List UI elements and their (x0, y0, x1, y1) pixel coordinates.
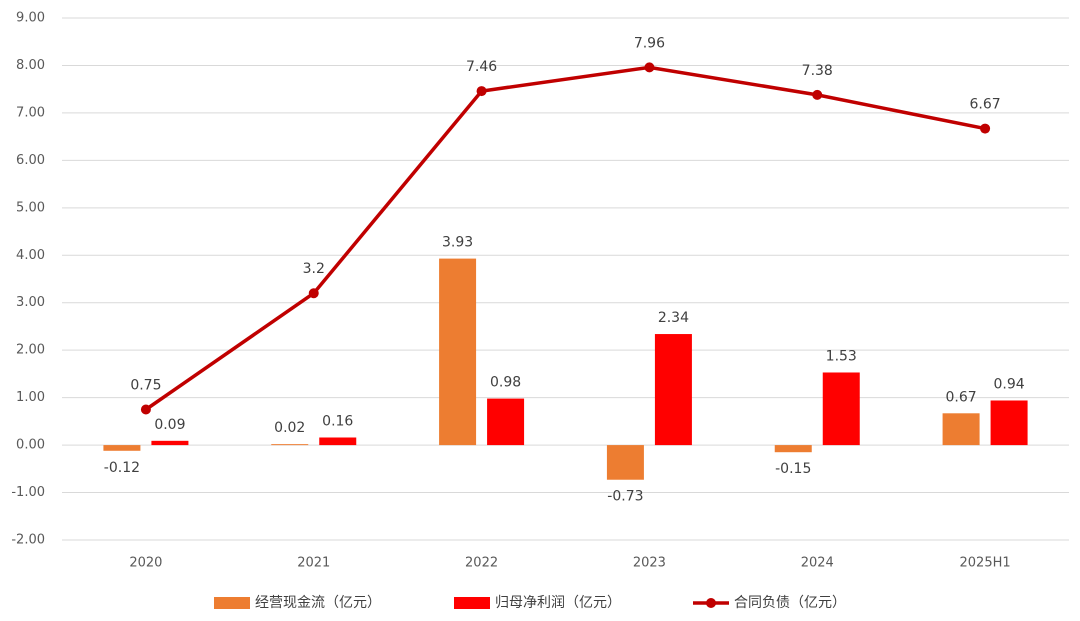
x-tick-label: 2025H1 (960, 556, 1011, 571)
bar (271, 444, 309, 446)
bar (774, 445, 812, 453)
y-tick-label: 5.00 (16, 200, 45, 215)
bar (103, 445, 141, 451)
bar (439, 258, 477, 446)
data-label: 6.67 (969, 97, 1000, 113)
data-label: 0.94 (993, 376, 1024, 392)
y-tick-label: 2.00 (16, 343, 45, 358)
x-tick-label: 2020 (129, 556, 162, 571)
legend-label: 经营现金流（亿元） (255, 595, 381, 611)
data-label: 7.38 (802, 63, 833, 79)
data-label: 7.46 (466, 59, 497, 75)
bar (942, 413, 980, 446)
data-label: 3.93 (442, 235, 473, 251)
line-marker (812, 89, 823, 100)
data-label: 0.67 (945, 389, 976, 405)
y-tick-label: 3.00 (16, 295, 45, 310)
data-label: -0.15 (775, 461, 811, 477)
data-label: -0.73 (607, 489, 643, 505)
legend-swatch (214, 597, 250, 609)
y-tick-label: 6.00 (16, 153, 45, 168)
data-label: 0.75 (130, 378, 161, 394)
y-tick-label: 4.00 (16, 248, 45, 263)
y-tick-label: 0.00 (16, 438, 45, 453)
y-tick-label: 8.00 (16, 58, 45, 73)
data-label: -0.12 (104, 460, 140, 476)
data-label: 2.34 (658, 310, 689, 326)
data-label: 3.2 (303, 261, 325, 277)
bar (606, 445, 644, 480)
data-label: 1.53 (826, 348, 857, 364)
x-tick-label: 2022 (465, 556, 498, 571)
y-tick-label: -1.00 (11, 485, 45, 500)
legend-label: 合同负债（亿元） (734, 595, 846, 611)
line-marker (644, 62, 655, 73)
y-tick-label: 1.00 (16, 390, 45, 405)
bar (319, 437, 357, 446)
line-marker (980, 123, 991, 134)
data-label: 0.16 (322, 413, 353, 429)
data-label: 0.09 (154, 417, 185, 433)
y-tick-label: -2.00 (11, 533, 45, 548)
bar (654, 334, 692, 446)
legend-label: 归母净利润（亿元） (495, 594, 621, 611)
data-label: 0.02 (274, 420, 305, 436)
line (144, 65, 986, 411)
bar (487, 398, 525, 446)
x-tick-label: 2023 (633, 556, 666, 571)
bar (990, 400, 1028, 446)
data-label: 7.96 (634, 35, 665, 51)
line-marker (476, 86, 487, 97)
y-tick-label: 7.00 (16, 105, 45, 120)
y-tick-label: 9.00 (16, 11, 45, 26)
legend-swatch (454, 597, 490, 609)
legend-marker (706, 598, 716, 608)
line-marker (140, 404, 151, 415)
bar (151, 440, 189, 446)
x-tick-label: 2021 (297, 556, 330, 571)
data-label: 0.98 (490, 375, 521, 391)
x-tick-label: 2024 (801, 556, 834, 571)
line-marker (308, 288, 319, 299)
bar (822, 372, 860, 446)
